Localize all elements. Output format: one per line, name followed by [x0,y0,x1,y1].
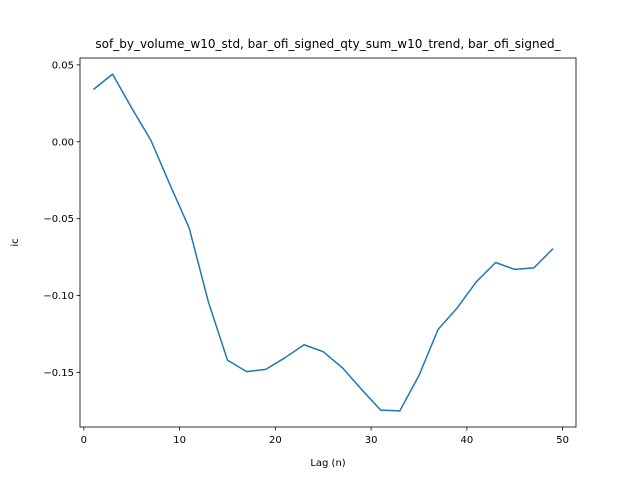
x-tick-label: 30 [365,435,378,446]
y-tick-label: −0.10 [43,291,74,302]
x-axis-label: Lag (n) [310,458,345,469]
x-tick-label: 40 [460,435,473,446]
x-tick-label: 0 [81,435,87,446]
y-axis-label: ic [10,238,21,246]
x-tick-label: 10 [173,435,186,446]
y-tick-label: 0.05 [52,60,74,71]
series-layer [92,73,554,412]
plot-frame [79,57,577,428]
x-tick-label: 50 [556,435,569,446]
x-axis: 0 10 20 30 40 50 [81,427,569,446]
y-tick-label: 0.00 [52,137,74,148]
series-line [92,73,554,412]
y-tick-label: −0.05 [43,214,74,225]
chart-title: sof_by_volume_w10_std, bar_ofi_signed_qt… [95,37,561,51]
y-tick-label: −0.15 [43,368,74,379]
y-axis: 0.05 0.00 −0.05 −0.10 −0.15 [43,60,80,379]
x-tick-label: 20 [269,435,282,446]
